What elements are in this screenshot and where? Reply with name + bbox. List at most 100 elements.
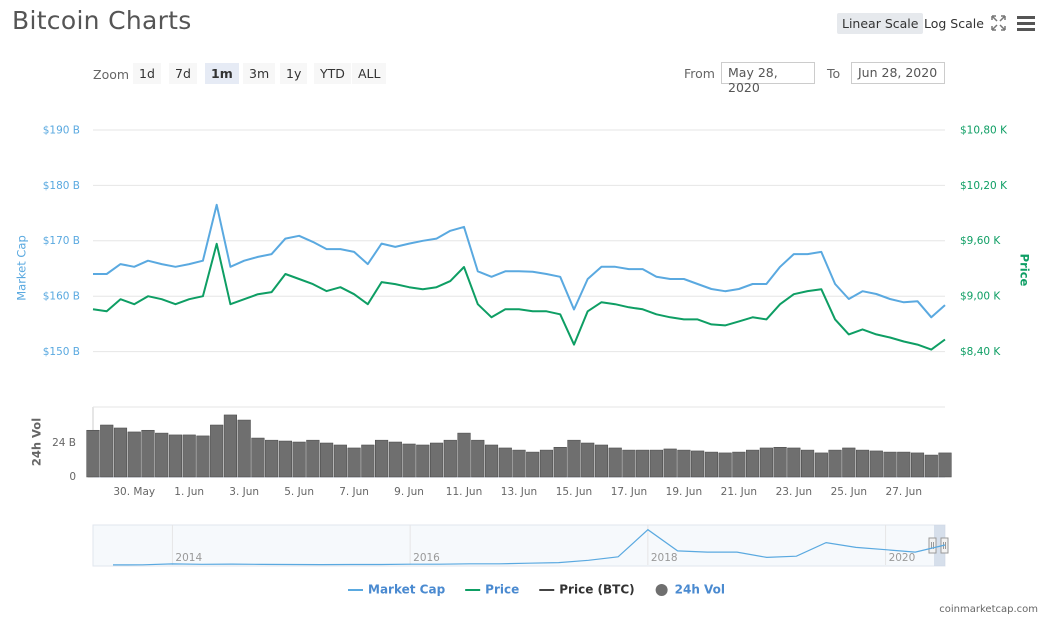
- legend-label: Market Cap: [368, 583, 446, 597]
- volume-bar: [842, 447, 856, 478]
- volume-bar: [677, 449, 691, 478]
- zoom-label: Zoom: [93, 67, 130, 82]
- volume-bar: [361, 444, 375, 478]
- volume-bar: [443, 439, 457, 478]
- zoom-button[interactable]: ALL: [352, 63, 387, 84]
- volume-bar: [869, 450, 883, 478]
- legend-swatch: [655, 584, 668, 596]
- volume-bar: [594, 444, 609, 478]
- x-tick-label: 1. Jun: [174, 486, 204, 498]
- zoom-button[interactable]: 1y: [280, 63, 308, 84]
- volume-bar: [512, 449, 526, 478]
- volume-bar: [141, 429, 155, 478]
- volume-axis-title: 24h Vol: [30, 418, 44, 466]
- x-tick-label: 9. Jun: [394, 486, 424, 498]
- volume-bar: [663, 448, 677, 478]
- x-tick-label: 5. Jun: [284, 486, 314, 498]
- volume-bar: [732, 451, 746, 478]
- volume-bar: [897, 451, 911, 478]
- volume-bar: [649, 449, 663, 478]
- volume-bar: [292, 441, 306, 478]
- legend-item[interactable]: Price (BTC): [539, 583, 635, 597]
- zoom-button[interactable]: 1m: [205, 63, 239, 84]
- volume-bar: [182, 434, 196, 478]
- volume-bar: [704, 451, 718, 478]
- navigator-tick-label: 2014: [175, 552, 202, 564]
- menu-icon[interactable]: [1017, 16, 1035, 31]
- volume-bar: [691, 450, 705, 478]
- credit: coinmarketcap.com: [939, 604, 1038, 615]
- x-tick-label: 11. Jun: [446, 486, 482, 498]
- zoom-button[interactable]: 3m: [243, 63, 276, 84]
- volume-bar: [320, 442, 334, 478]
- volume-bar: [828, 449, 842, 478]
- volume-bar: [113, 427, 128, 478]
- volume-bar: [388, 441, 402, 478]
- navigator-line: [112, 528, 946, 566]
- navigator-selection[interactable]: [934, 525, 945, 566]
- volume-bar: [416, 444, 430, 478]
- volume-bar: [553, 446, 567, 478]
- from-date-input[interactable]: May 28, 2020: [721, 62, 815, 95]
- zoom-button[interactable]: 7d: [169, 63, 197, 84]
- volume-bar: [237, 419, 251, 478]
- volume-bar: [938, 452, 952, 478]
- volume-bar: [814, 452, 828, 478]
- legend-item[interactable]: Market Cap: [348, 583, 446, 597]
- y-tick-label: $150 B: [43, 346, 80, 358]
- volume-bar: [801, 449, 815, 478]
- volume-bar: [347, 447, 361, 478]
- volume-tick-label: 0: [69, 471, 76, 483]
- x-tick-label: 25. Jun: [831, 486, 867, 498]
- zoom-button[interactable]: 1d: [133, 63, 161, 84]
- x-tick-label: 27. Jun: [886, 486, 922, 498]
- volume-bar: [759, 447, 773, 478]
- fullscreen-icon[interactable]: [991, 15, 1006, 31]
- x-tick-label: 3. Jun: [229, 486, 259, 498]
- volume-bar: [223, 414, 237, 478]
- volume-bar: [581, 442, 595, 478]
- volume-bar: [155, 432, 169, 478]
- x-tick-label: 7. Jun: [339, 486, 369, 498]
- volume-bar: [429, 442, 444, 478]
- series-line: [93, 203, 946, 319]
- volume-bar: [306, 439, 320, 478]
- volume-bar: [773, 446, 787, 478]
- legend-item[interactable]: Price: [465, 583, 519, 597]
- volume-bar: [471, 439, 485, 478]
- volume-bar: [127, 431, 141, 478]
- series-line: [92, 242, 946, 351]
- volume-bar: [402, 443, 416, 478]
- y-tick-label: $170 B: [43, 235, 80, 247]
- volume-bar: [539, 449, 554, 478]
- volume-tick-label: 24 B: [52, 437, 76, 449]
- volume-bar: [484, 444, 499, 478]
- toolbar-icons[interactable]: [990, 14, 1040, 32]
- zoom-button[interactable]: YTD: [314, 63, 351, 84]
- chart: Market Cap Price $150 B $160 B $170 B $180 …: [15, 124, 1032, 597]
- log-scale-button[interactable]: Log Scale: [924, 16, 984, 31]
- x-tick-label: 21. Jun: [721, 486, 757, 498]
- x-tick-label: 23. Jun: [776, 486, 812, 498]
- y2-tick-label: $8,40 K: [960, 346, 1001, 358]
- volume-bar: [375, 439, 389, 478]
- legend-label: 24h Vol: [675, 583, 725, 597]
- legend-label: Price: [485, 583, 519, 597]
- volume-bar: [333, 444, 347, 478]
- y2-tick-label: $10,20 K: [960, 180, 1008, 192]
- volume-bar: [636, 449, 650, 478]
- volume-bar: [278, 440, 292, 478]
- to-date-input[interactable]: Jun 28, 2020: [851, 62, 945, 84]
- y-tick-label: $180 B: [43, 180, 80, 192]
- volume-bar: [910, 452, 925, 478]
- navigator-background: [92, 524, 946, 567]
- y2-tick-label: $9,60 K: [960, 235, 1001, 247]
- legend-item[interactable]: 24h Vol: [655, 583, 725, 597]
- x-tick-label: 13. Jun: [501, 486, 537, 498]
- linear-scale-button[interactable]: Linear Scale: [837, 13, 924, 34]
- volume-bar: [100, 424, 114, 478]
- volume-bar: [196, 435, 210, 478]
- volume-bar: [924, 454, 938, 478]
- volume-bar: [718, 452, 732, 478]
